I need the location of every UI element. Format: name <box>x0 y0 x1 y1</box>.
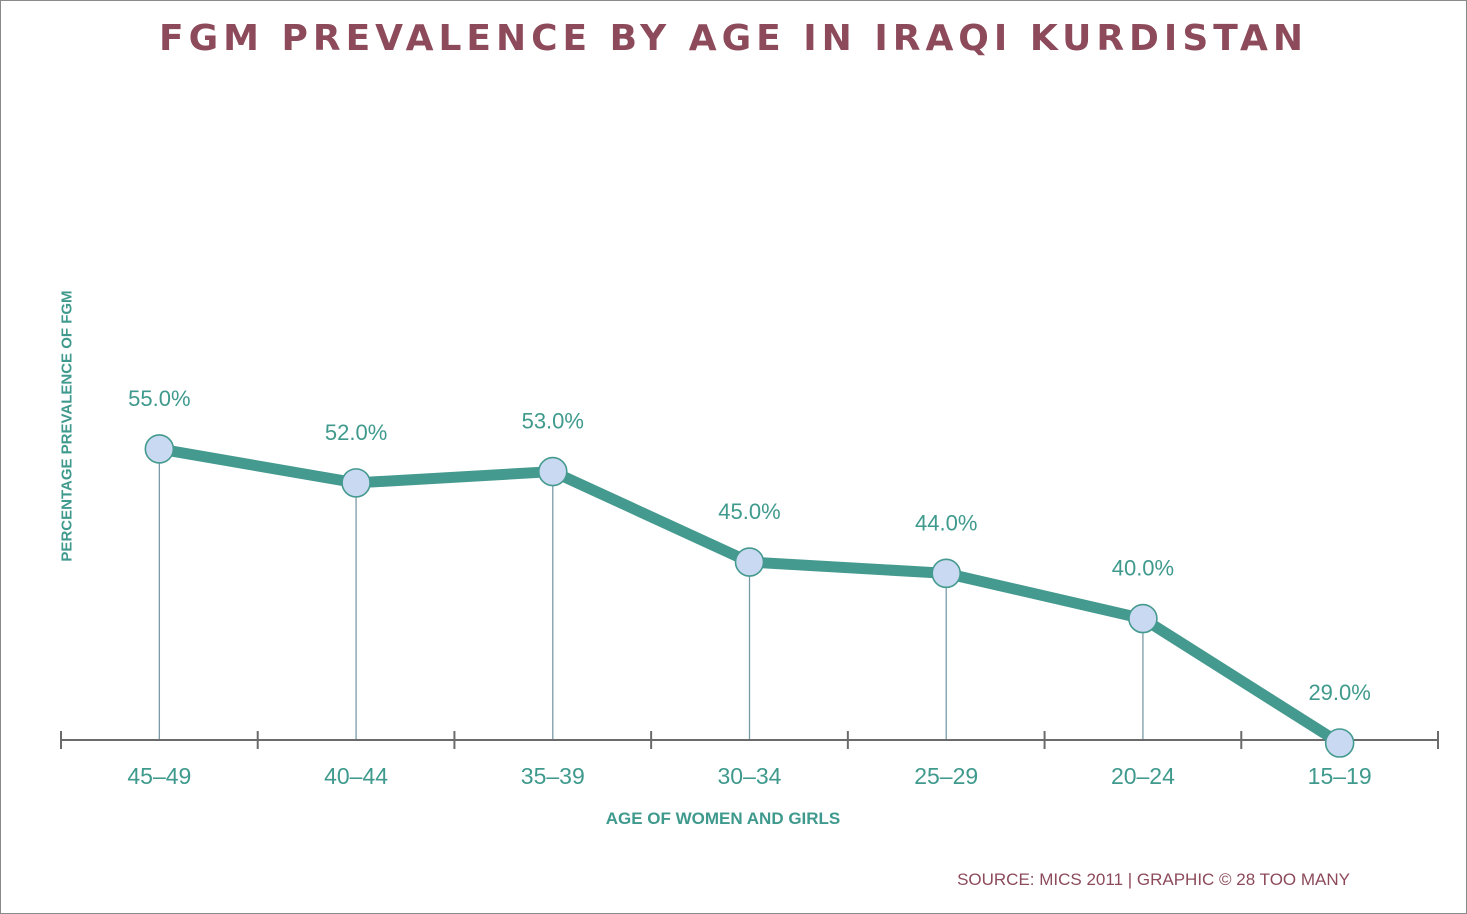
data-label: 29.0% <box>1308 680 1370 705</box>
data-point-marker <box>341 468 371 498</box>
x-tick-label: 40–44 <box>324 763 388 789</box>
drop-lines <box>158 448 1341 744</box>
data-label: 44.0% <box>915 510 977 535</box>
x-axis-label: AGE OF WOMEN AND GIRLS <box>605 809 841 828</box>
x-tick-label: 20–24 <box>1111 763 1175 789</box>
x-tick-label: 45–49 <box>127 763 191 789</box>
x-tick-label: 25–29 <box>914 763 978 789</box>
data-label: 40.0% <box>1112 556 1174 581</box>
x-tick-labels: 45–49 40–44 35–39 30–34 25–29 20–24 15–19 <box>127 763 1371 789</box>
data-point-marker <box>931 558 962 589</box>
x-axis <box>60 731 1439 749</box>
x-tick-label: 30–34 <box>718 763 782 789</box>
data-label: 52.0% <box>325 420 387 445</box>
data-point-marker <box>1324 728 1355 758</box>
source-credit: SOURCE: MICS 2011 | GRAPHIC © 28 TOO MAN… <box>957 870 1350 889</box>
data-point-marker <box>734 547 765 577</box>
data-point-marker <box>537 456 568 487</box>
x-tick-label: 15–19 <box>1308 763 1372 789</box>
value-labels: 55.0% 52.0% 53.0% 45.0% 44.0% 40.0% 29.0% <box>128 386 1371 705</box>
data-point-marker <box>1128 603 1158 634</box>
markers <box>144 434 1355 758</box>
x-tick-label: 35–39 <box>521 763 585 789</box>
chart-title: FGM PREVALENCE BY AGE IN IRAQI KURDISTAN <box>158 18 1309 59</box>
data-label: 53.0% <box>522 409 584 434</box>
data-label: 55.0% <box>128 386 190 411</box>
data-label: 45.0% <box>718 499 780 524</box>
data-point-marker <box>144 434 175 464</box>
